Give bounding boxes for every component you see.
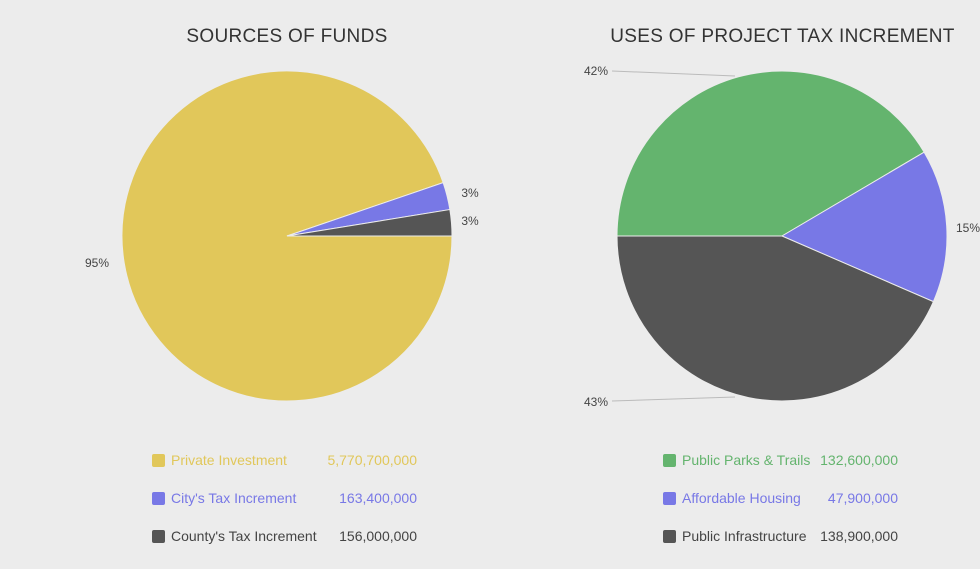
pie-slice-county-s-tax-increment[interactable] bbox=[286, 208, 453, 237]
legend-label: City's Tax Increment bbox=[171, 490, 297, 506]
legend-swatch bbox=[663, 491, 676, 505]
pie-slice-private-investment[interactable] bbox=[121, 70, 453, 402]
legend-item[interactable]: Affordable Housing 47,900,000 bbox=[663, 479, 898, 517]
pie-slice-public-infrastructure[interactable] bbox=[616, 235, 935, 402]
data-label: 43% bbox=[584, 395, 608, 409]
legend-item[interactable]: Public Parks & Trails 132,600,000 bbox=[663, 441, 898, 479]
data-label: 95% bbox=[85, 256, 109, 270]
legend-swatch bbox=[152, 491, 165, 505]
data-label: 3% bbox=[461, 186, 479, 200]
data-label: 42% bbox=[584, 64, 608, 78]
legend-value: 132,600,000 bbox=[820, 452, 898, 468]
legend-value: 163,400,000 bbox=[339, 490, 417, 506]
legend-value: 156,000,000 bbox=[339, 528, 417, 544]
legend-label: Public Infrastructure bbox=[682, 528, 807, 544]
pie-slice-affordable-housing[interactable] bbox=[780, 151, 948, 303]
legend-item[interactable]: County's Tax Increment 156,000,000 bbox=[152, 517, 417, 555]
legend-value: 5,770,700,000 bbox=[327, 452, 417, 468]
legend-label: Private Investment bbox=[171, 452, 287, 468]
data-label: 3% bbox=[461, 214, 479, 228]
legend-sources: Private Investment 5,770,700,000 City's Ta… bbox=[152, 441, 417, 555]
legend-uses: Public Parks & Trails 132,600,000 Affordab… bbox=[663, 441, 898, 555]
legend-swatch bbox=[663, 453, 676, 467]
legend-label: Public Parks & Trails bbox=[682, 452, 811, 468]
legend-swatch bbox=[152, 453, 165, 467]
chart-title-uses: USES OF PROJECT TAX INCREMENT bbox=[610, 26, 955, 47]
chart-title-sources: SOURCES OF FUNDS bbox=[186, 26, 388, 47]
leader-line bbox=[611, 396, 736, 402]
legend-value: 47,900,000 bbox=[827, 490, 898, 506]
data-label: 15% bbox=[956, 221, 980, 235]
legend-label: County's Tax Increment bbox=[171, 528, 317, 544]
leader-line bbox=[611, 70, 736, 77]
legend-value: 138,900,000 bbox=[820, 528, 898, 544]
legend-item[interactable]: Private Investment 5,770,700,000 bbox=[152, 441, 417, 479]
legend-label: Affordable Housing bbox=[682, 490, 801, 506]
legend-swatch bbox=[663, 529, 676, 543]
legend-item[interactable]: City's Tax Increment 163,400,000 bbox=[152, 479, 417, 517]
legend-swatch bbox=[152, 529, 165, 543]
legend-item[interactable]: Public Infrastructure 138,900,000 bbox=[663, 517, 898, 555]
pie-slice-public-parks-trails[interactable] bbox=[616, 70, 925, 237]
